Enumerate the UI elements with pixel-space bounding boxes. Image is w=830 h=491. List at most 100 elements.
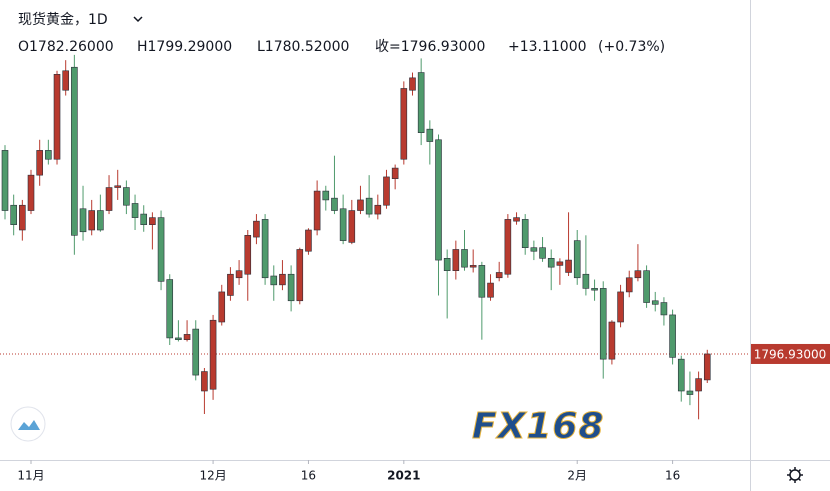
candle-body: [625, 277, 633, 293]
candle-body: [556, 261, 564, 266]
candle-body: [149, 217, 156, 225]
candle-body: [426, 128, 434, 142]
candle-body: [287, 273, 295, 302]
x-tick-label: 2021: [387, 469, 420, 483]
candle-body: [452, 249, 460, 271]
candle-body: [313, 190, 321, 231]
ohlc-close: 收=1796.93000: [375, 39, 485, 55]
candle-body: [565, 259, 572, 273]
chart-title: 现货黄金，1D: [18, 11, 108, 28]
ohlc-high: H1799.29000: [137, 39, 232, 55]
candle-body: [131, 203, 139, 218]
candle-body: [435, 139, 442, 261]
candle-body: [461, 249, 468, 268]
candle-body: [218, 291, 226, 323]
candle-body: [495, 272, 503, 279]
candle-body: [660, 302, 668, 316]
logo-button[interactable]: [10, 406, 46, 442]
candle-body: [539, 247, 546, 259]
candle-body: [88, 210, 95, 231]
candle-body: [10, 204, 17, 225]
candle-body: [504, 219, 512, 275]
candle-body: [339, 208, 347, 241]
candle-body: [417, 72, 425, 133]
x-tick-label: 2月: [567, 469, 587, 483]
candle-body: [140, 213, 148, 225]
candle-body: [279, 273, 286, 286]
candle-body: [513, 217, 520, 222]
candle-body: [634, 270, 642, 279]
candle-body: [235, 270, 243, 279]
candle-body: [201, 371, 208, 392]
candle-body: [183, 334, 191, 340]
candle-body: [1, 150, 9, 211]
last-price-tag: [751, 343, 830, 364]
settings-gear[interactable]: [787, 467, 803, 483]
candle-body: [331, 197, 338, 211]
candle-body: [45, 150, 52, 160]
candle-body: [677, 358, 685, 392]
candle-body: [643, 270, 650, 303]
candle-body: [244, 235, 252, 275]
candle-body: [53, 74, 61, 160]
candle-body: [270, 275, 278, 286]
candle-body: [261, 219, 269, 279]
candle-body: [36, 150, 43, 176]
candle-body: [521, 219, 529, 248]
candle-body: [487, 282, 494, 298]
candle-body: [348, 210, 356, 243]
candle-body: [608, 321, 616, 360]
candle-body: [166, 279, 174, 339]
candle-body: [443, 258, 451, 271]
candle-body: [62, 70, 69, 91]
candle-body: [79, 208, 87, 233]
candle-body: [192, 328, 200, 376]
candle-body: [478, 265, 486, 298]
x-tick-label: 12月: [199, 469, 226, 483]
candle-body: [209, 319, 217, 390]
candle-body: [374, 204, 382, 215]
candle-body: [296, 249, 304, 302]
candle-body: [27, 174, 35, 211]
candle-body: [71, 66, 78, 236]
candle-body: [530, 247, 538, 252]
candle-body: [582, 273, 590, 289]
candle-body: [253, 220, 260, 238]
candle-body: [123, 187, 130, 206]
last-price-label: 1796.93000: [754, 347, 827, 361]
candle-body: [97, 210, 104, 231]
candle-body: [357, 199, 364, 211]
candle-body: [322, 190, 330, 201]
candle-body: [157, 217, 165, 282]
candle-body: [105, 187, 113, 211]
candle-body: [175, 337, 182, 340]
x-tick-label: 16: [665, 469, 680, 483]
x-tick-label: 11月: [17, 469, 44, 483]
candle-body: [703, 353, 711, 381]
candle-body: [305, 229, 312, 252]
watermark: FX168: [472, 406, 605, 447]
candle-body: [469, 265, 477, 268]
candle-body: [573, 240, 581, 279]
ohlc-low: L1780.52000: [257, 39, 349, 55]
candle-body: [365, 197, 373, 215]
interval-chevron[interactable]: [133, 16, 143, 23]
candle-body: [409, 77, 416, 91]
candle-body: [617, 291, 624, 323]
candle-body: [686, 390, 694, 395]
candle-body: [591, 288, 598, 291]
candle-body: [651, 300, 659, 305]
candle-body: [547, 258, 555, 268]
candle-body: [391, 167, 399, 179]
ohlc-change: +13.11000: [508, 39, 587, 55]
candle-body: [114, 185, 122, 188]
x-tick-label: 16: [301, 469, 316, 483]
candle-body: [227, 273, 234, 296]
candle-body: [19, 204, 26, 231]
candle-body: [383, 176, 390, 206]
candle-body: [400, 88, 408, 160]
ohlc-open: O1782.26000: [18, 39, 114, 55]
candle-body: [669, 314, 676, 358]
